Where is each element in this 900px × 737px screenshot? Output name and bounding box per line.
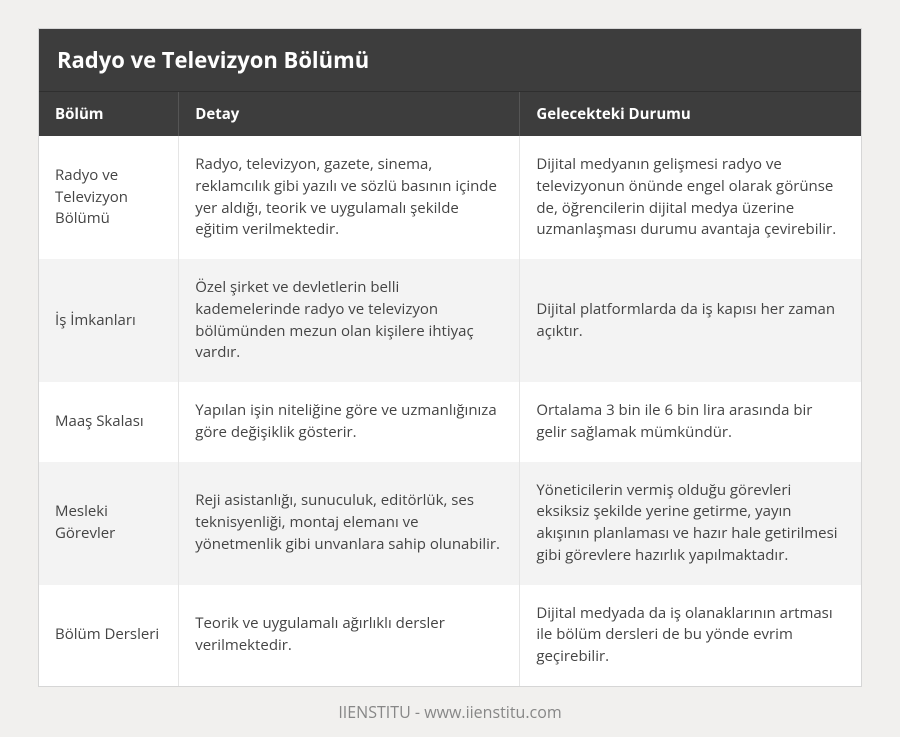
cell-gelecek: Dijital medyanın gelişmesi radyo ve tele… [520, 136, 861, 259]
cell-bolum: Maaş Skalası [39, 382, 179, 462]
cell-detay: Özel şirket ve devletlerin belli kademel… [179, 259, 520, 382]
column-header: Gelecekteki Durumu [520, 92, 861, 136]
table-header-row: Bölüm Detay Gelecekteki Durumu [39, 92, 861, 136]
info-table: Bölüm Detay Gelecekteki Durumu Radyo ve … [39, 92, 861, 686]
cell-bolum: Mesleki Görevler [39, 462, 179, 585]
table-row: Maaş Skalası Yapılan işin niteliğine gör… [39, 382, 861, 462]
footer-attribution: IIENSTITU - www.iienstitu.com [38, 687, 862, 737]
cell-detay: Radyo, televizyon, gazete, sinema, rekla… [179, 136, 520, 259]
column-header: Bölüm [39, 92, 179, 136]
cell-gelecek: Dijital medyada da iş olanaklarının artm… [520, 585, 861, 686]
cell-bolum: Radyo ve Televizyon Bölümü [39, 136, 179, 259]
cell-bolum: İş İmkanları [39, 259, 179, 382]
column-header: Detay [179, 92, 520, 136]
table-row: İş İmkanları Özel şirket ve devletlerin … [39, 259, 861, 382]
cell-gelecek: Yöneticilerin vermiş olduğu görevleri ek… [520, 462, 861, 585]
cell-detay: Reji asistanlığı, sunuculuk, editörlük, … [179, 462, 520, 585]
cell-gelecek: Ortalama 3 bin ile 6 bin lira arasında b… [520, 382, 861, 462]
cell-detay: Teorik ve uygulamalı ağırlıklı dersler v… [179, 585, 520, 686]
cell-gelecek: Dijital platformlarda da iş kapısı her z… [520, 259, 861, 382]
table-title: Radyo ve Televizyon Bölümü [39, 29, 861, 92]
cell-bolum: Bölüm Dersleri [39, 585, 179, 686]
table-row: Mesleki Görevler Reji asistanlığı, sunuc… [39, 462, 861, 585]
table-row: Bölüm Dersleri Teorik ve uygulamalı ağır… [39, 585, 861, 686]
table-row: Radyo ve Televizyon Bölümü Radyo, televi… [39, 136, 861, 259]
info-table-container: Radyo ve Televizyon Bölümü Bölüm Detay G… [38, 28, 862, 687]
cell-detay: Yapılan işin niteliğine göre ve uzmanlığ… [179, 382, 520, 462]
